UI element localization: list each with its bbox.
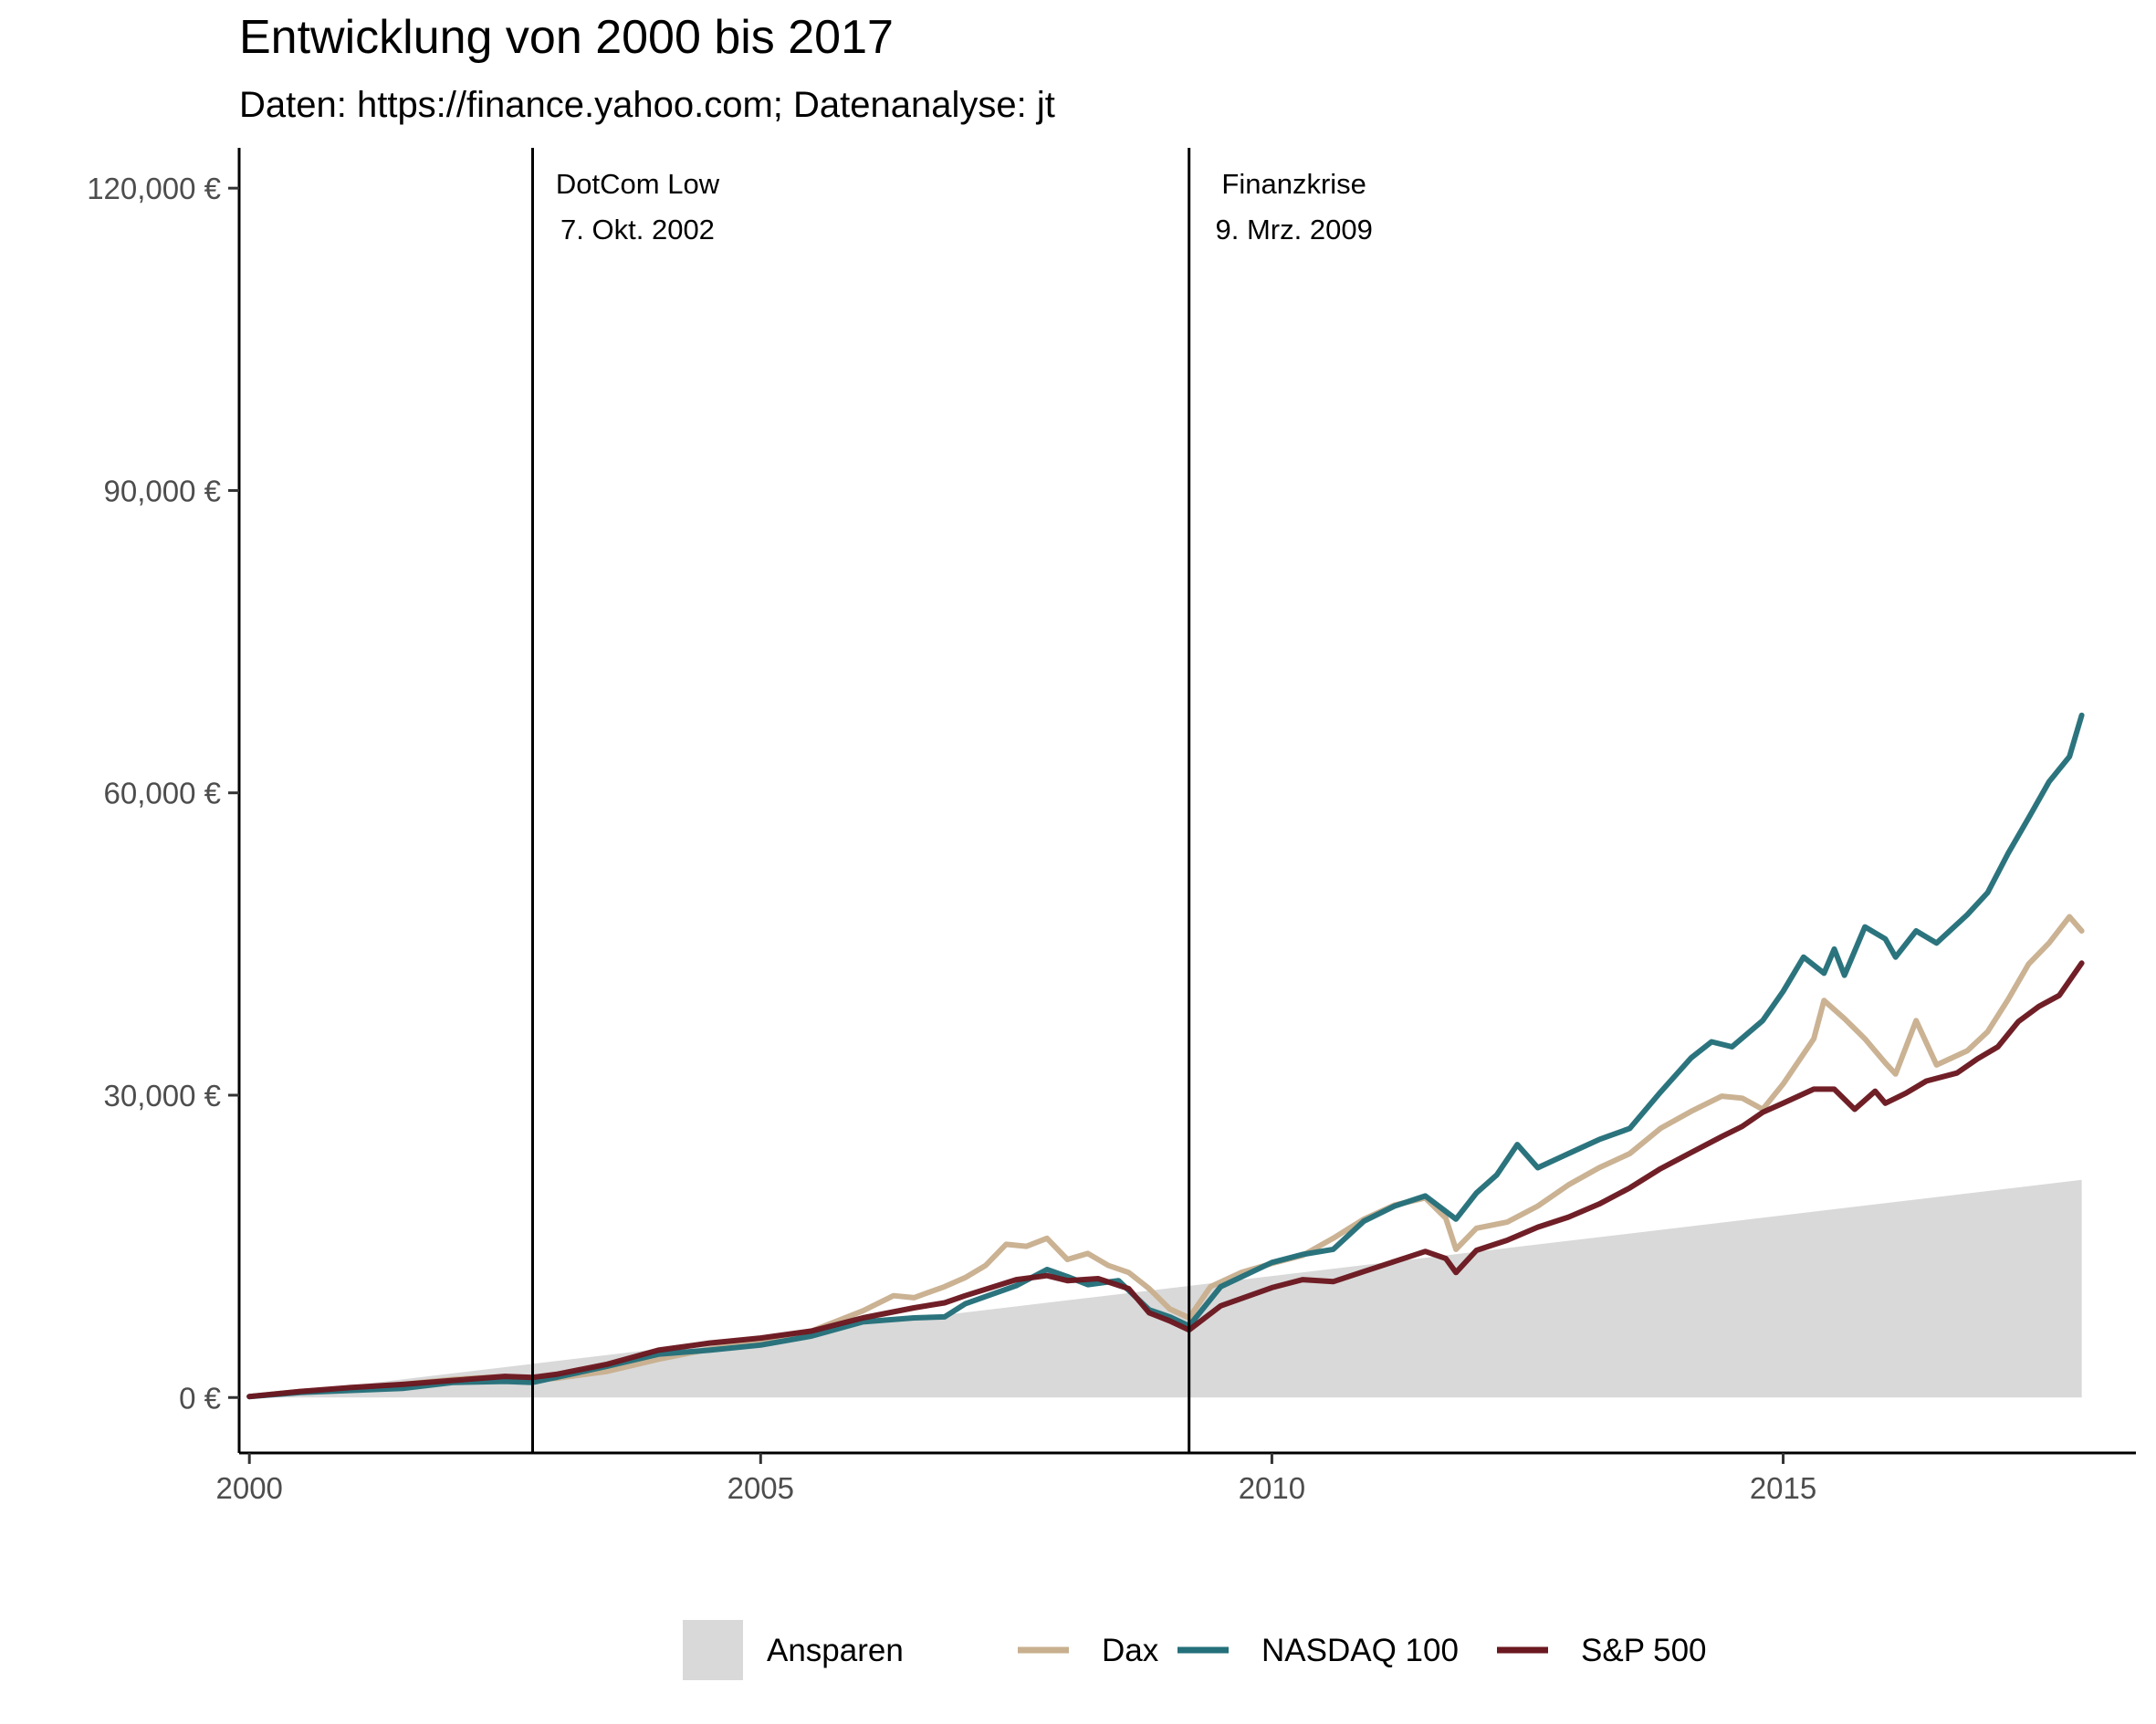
plot-area: 0 € 30,000 € 60,000 € 90,000 € 120,000 € 2000… (87, 148, 2136, 1505)
x-tick-label: 2005 (727, 1471, 794, 1505)
ansparen-area (249, 1179, 2082, 1398)
legend-label-nasdaq-100: NASDAQ 100 (1261, 1633, 1459, 1668)
annotation-date: 7. Okt. 2002 (560, 214, 715, 246)
legend: Ansparen Dax NASDAQ 100 S&P 500 (683, 1620, 1707, 1680)
y-tick-label: 30,000 € (104, 1079, 221, 1113)
y-tick-label: 90,000 € (104, 474, 221, 507)
series-line-nasdaq-100 (246, 712, 2085, 1400)
y-tick-label: 120,000 € (87, 172, 221, 205)
annotation-date: 9. Mrz. 2009 (1216, 214, 1373, 246)
annotation-label: DotCom Low (556, 168, 720, 200)
legend-label-s-p-500: S&P 500 (1581, 1633, 1707, 1668)
x-tick-label: 2000 (215, 1471, 282, 1505)
y-tick-label: 60,000 € (104, 777, 221, 810)
legend-label-dax: Dax (1102, 1633, 1159, 1668)
x-tick-label: 2015 (1750, 1471, 1816, 1505)
legend-label-ansparen: Ansparen (767, 1633, 904, 1668)
legend-key-ansparen (683, 1620, 743, 1680)
series-line-s-p-500 (246, 960, 2085, 1400)
annotation-label: Finanzkrise (1221, 168, 1366, 200)
y-tick-label: 0 € (179, 1381, 221, 1415)
chart-subtitle: Daten: https://finance.yahoo.com; Datena… (239, 85, 1055, 125)
x-tick-label: 2010 (1239, 1471, 1305, 1505)
chart-title: Entwicklung von 2000 bis 2017 (239, 11, 894, 64)
